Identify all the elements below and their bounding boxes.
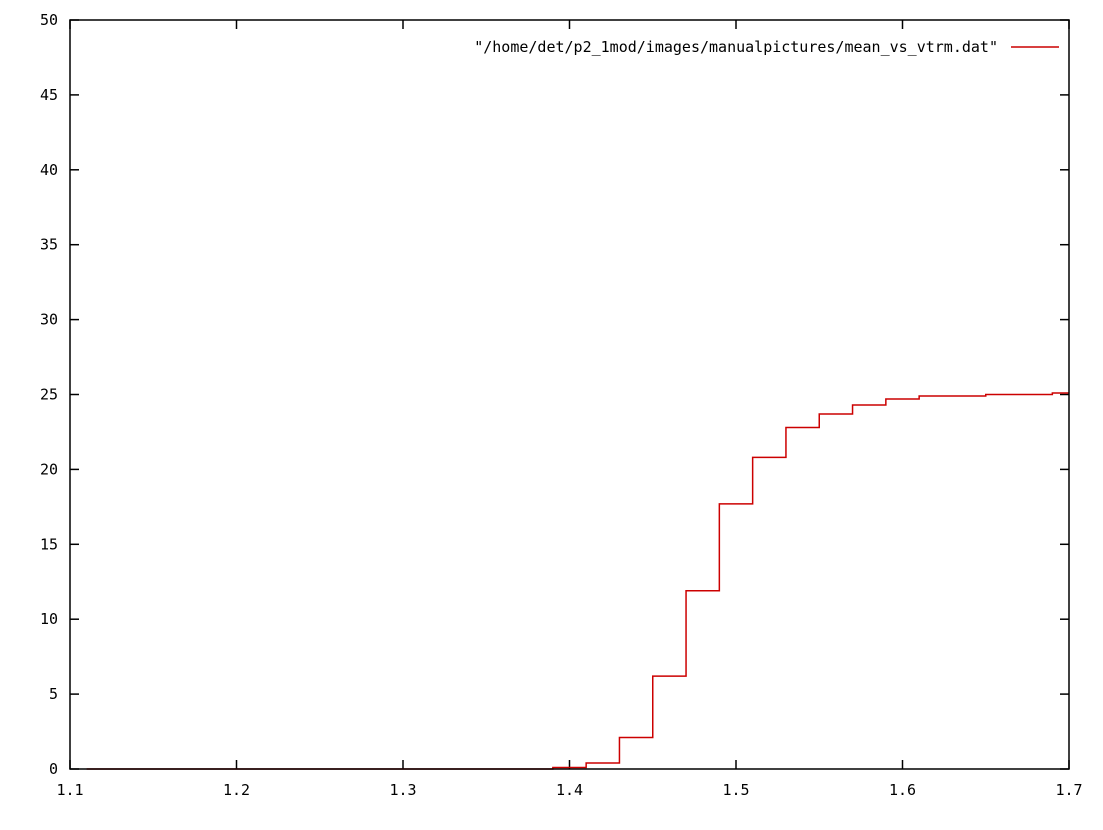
y-tick-label: 15 [40, 535, 58, 553]
ticks-layer [69, 19, 1070, 770]
y-tick-label: 20 [40, 460, 58, 478]
x-tick-label: 1.4 [556, 781, 583, 799]
y-tick-label: 0 [49, 760, 58, 778]
x-tick-label: 1.7 [1055, 781, 1082, 799]
x-tick-label: 1.2 [223, 781, 250, 799]
x-tick-label: 1.3 [389, 781, 416, 799]
tick-labels-layer: 1.1 1.2 1.3 1.4 1.5 1.6 1.7 0 5 10 15 20 25 30 35 40 45 5… [40, 11, 1083, 799]
x-tick-label: 1.6 [889, 781, 916, 799]
y-tick-label: 5 [49, 685, 58, 703]
y-tick-label: 30 [40, 311, 58, 329]
y-tick-label: 25 [40, 386, 58, 404]
series-line [86, 392, 1069, 770]
x-tick-label: 1.1 [56, 781, 83, 799]
plot-frame [69, 19, 1070, 770]
y-tick-label: 10 [40, 610, 58, 628]
y-tick-label: 45 [40, 86, 58, 104]
legend: "/home/det/p2_1mod/images/manualpictures… [474, 38, 1059, 56]
legend-label: "/home/det/p2_1mod/images/manualpictures… [474, 38, 998, 56]
series-layer [86, 392, 1069, 770]
y-tick-label: 35 [40, 236, 58, 254]
x-tick-label: 1.5 [722, 781, 749, 799]
y-tick-label: 40 [40, 161, 58, 179]
y-tick-label: 50 [40, 11, 58, 29]
